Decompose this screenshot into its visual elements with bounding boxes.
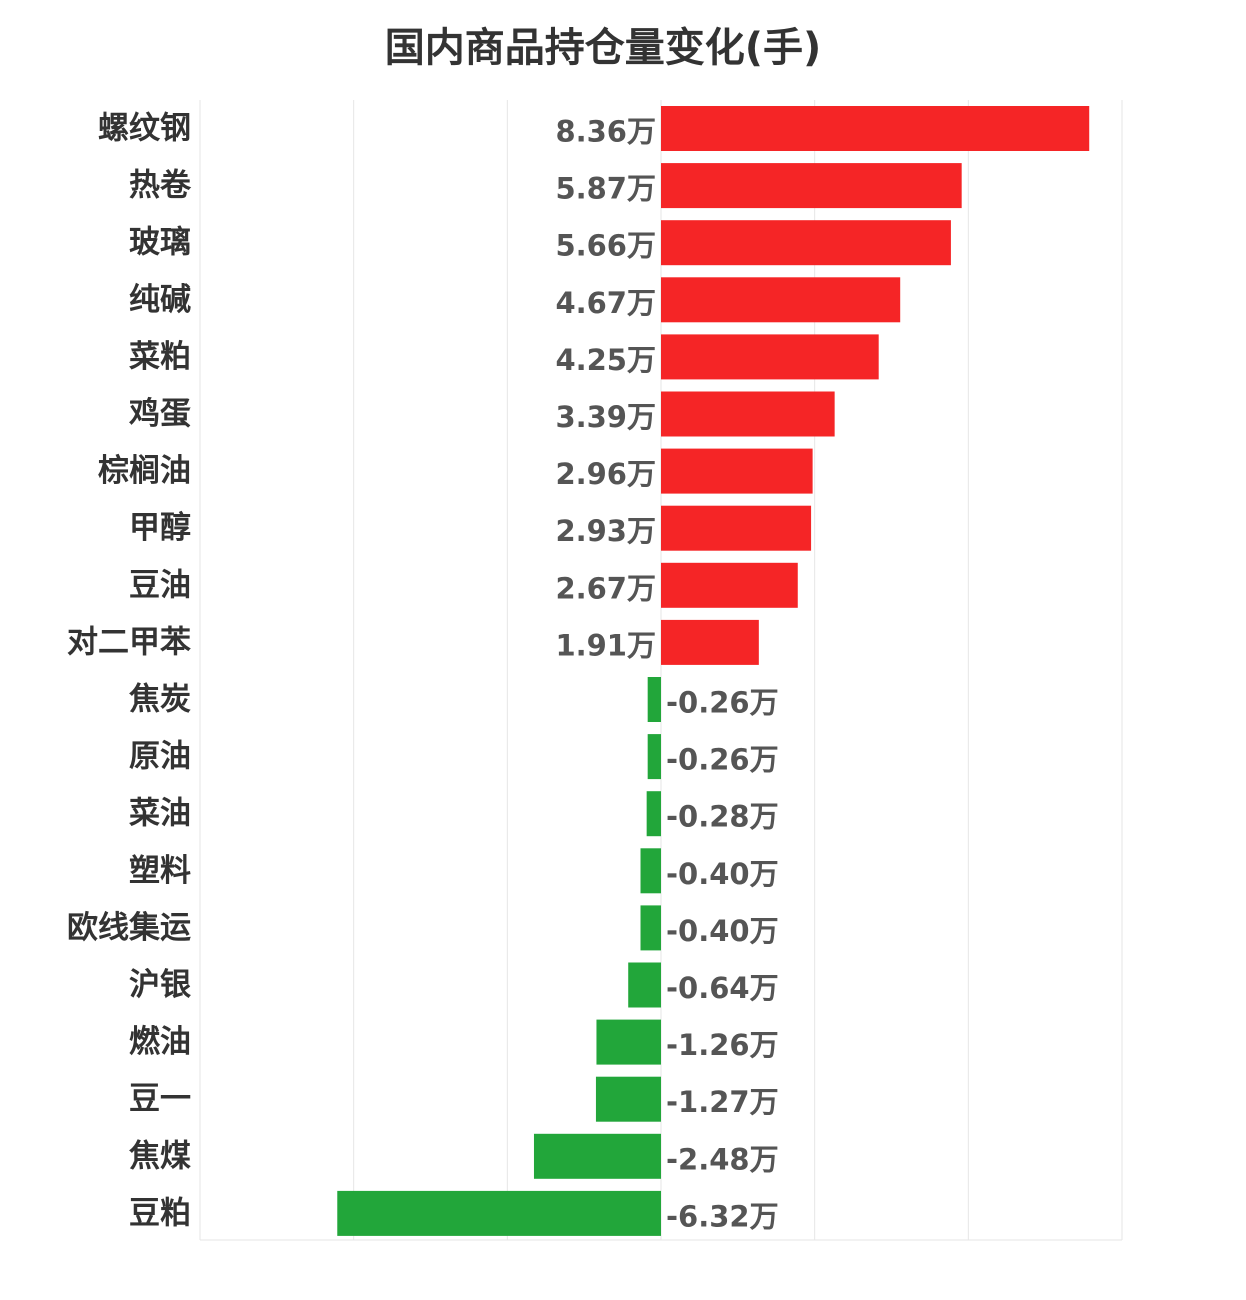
bar	[628, 962, 661, 1008]
category-label: 燃油	[129, 1024, 191, 1060]
value-label: 4.25万	[555, 343, 656, 377]
value-label: -1.26万	[666, 1028, 779, 1062]
bar	[661, 505, 812, 551]
value-label: 3.39万	[555, 400, 656, 434]
category-label: 菜粕	[129, 339, 191, 375]
bar	[595, 1076, 661, 1122]
category-label: 纯碱	[129, 282, 191, 318]
value-label: -0.26万	[666, 743, 779, 777]
value-label: -0.28万	[666, 800, 779, 834]
category-label: 沪银	[129, 967, 191, 1003]
category-label: 原油	[129, 739, 191, 775]
category-label: 鸡蛋	[128, 396, 191, 432]
bar	[661, 619, 759, 665]
bar	[640, 905, 661, 951]
bar	[661, 562, 798, 608]
bar	[661, 163, 962, 209]
category-label: 螺纹钢	[98, 111, 191, 147]
category-label: 欧线集运	[67, 910, 191, 946]
category-label: 焦煤	[129, 1138, 191, 1174]
category-label: 塑料	[129, 853, 191, 889]
category-label: 菜油	[129, 796, 191, 832]
category-label: 焦炭	[129, 682, 191, 718]
category-label: 玻璃	[129, 225, 191, 261]
category-label: 豆油	[129, 567, 191, 603]
category-label: 甲醇	[129, 510, 191, 546]
value-label: 5.66万	[555, 229, 656, 263]
category-label: 棕榈油	[98, 453, 191, 489]
value-label: 2.96万	[555, 457, 656, 491]
bar	[661, 391, 835, 437]
value-labels: 8.36万 5.87万 5.66万 4.67万 4.25万 3.39万 2.96万 2.93万…	[555, 115, 778, 1234]
bar	[661, 448, 813, 494]
category-label: 对二甲苯	[67, 624, 191, 660]
value-label: 4.67万	[555, 286, 656, 320]
bar	[596, 1019, 661, 1065]
value-label: -2.48万	[666, 1142, 779, 1176]
value-label: 8.36万	[555, 115, 656, 149]
value-label: -0.26万	[666, 686, 779, 720]
bar	[337, 1190, 661, 1236]
value-label: 2.93万	[555, 514, 656, 548]
value-label: -0.40万	[666, 914, 779, 948]
bar	[533, 1133, 661, 1179]
bar	[661, 106, 1090, 151]
category-label: 豆粕	[129, 1195, 191, 1231]
bar	[646, 791, 661, 837]
value-label: -6.32万	[666, 1199, 779, 1233]
value-label: 1.91万	[555, 628, 656, 662]
grid-layer	[199, 100, 1123, 1241]
bar	[647, 677, 661, 722]
chart-title: 国内商品持仓量变化(手)	[384, 25, 822, 71]
category-labels: 螺纹钢热卷玻璃纯碱菜粕鸡蛋棕榈油甲醇豆油对二甲苯焦炭原油菜油塑料欧线集运沪银燃油…	[67, 111, 192, 1232]
bar-layer	[337, 106, 1090, 1236]
value-label: 2.67万	[555, 571, 656, 605]
value-label: -0.64万	[666, 971, 779, 1005]
value-label: 5.87万	[555, 172, 656, 206]
category-label: 豆一	[129, 1081, 191, 1117]
value-label: -1.27万	[666, 1085, 779, 1119]
bar	[647, 734, 661, 780]
bar	[661, 334, 879, 380]
value-label: -0.40万	[666, 857, 779, 891]
bar	[640, 848, 661, 894]
bar	[661, 277, 901, 323]
category-label: 热卷	[129, 168, 192, 204]
bar	[661, 220, 951, 266]
